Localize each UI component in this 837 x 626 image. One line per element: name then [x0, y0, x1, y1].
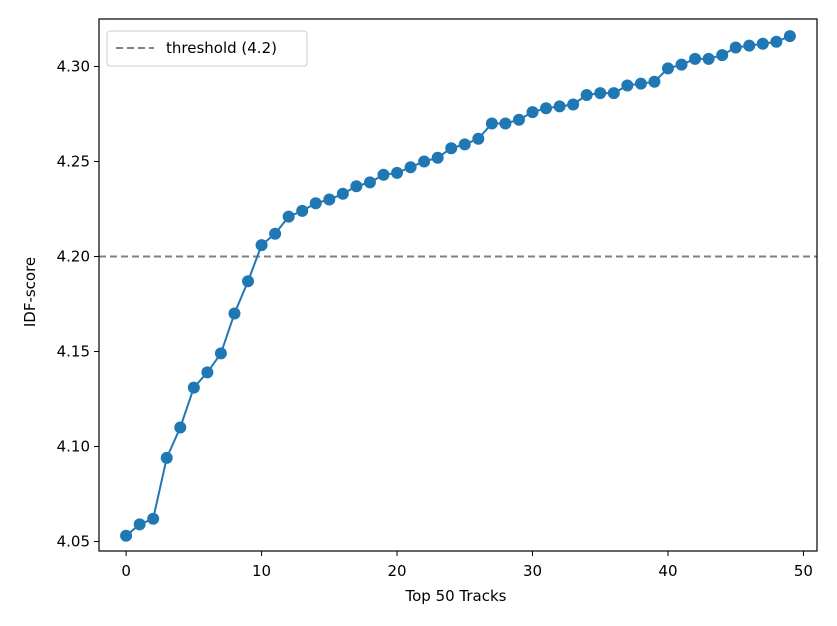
data-point	[702, 52, 715, 65]
x-tick-label: 30	[523, 562, 542, 580]
data-point	[661, 62, 674, 75]
data-point	[174, 421, 187, 434]
plot-area-frame	[98, 18, 818, 552]
data-point	[242, 275, 255, 288]
data-point	[214, 347, 227, 360]
y-axis-label: IDF-score	[21, 257, 39, 327]
data-point	[743, 39, 756, 52]
data-point	[634, 77, 647, 90]
data-point	[458, 138, 471, 151]
x-tick-label: 0	[121, 562, 131, 580]
data-point	[716, 49, 729, 62]
data-point	[269, 227, 282, 240]
data-point	[607, 87, 620, 100]
data-point	[377, 168, 390, 181]
data-point	[512, 113, 525, 126]
data-point	[675, 58, 688, 71]
y-tick-label: 4.25	[57, 153, 90, 171]
data-point	[296, 204, 309, 217]
data-point	[120, 529, 133, 542]
legend: threshold (4.2)	[106, 30, 308, 67]
data-point	[309, 197, 322, 210]
data-point	[553, 100, 566, 113]
data-point	[160, 451, 173, 464]
data-point	[147, 512, 160, 525]
data-point	[580, 89, 593, 101]
data-point	[729, 41, 742, 54]
data-point	[540, 102, 553, 115]
data-point	[418, 155, 431, 168]
data-point	[431, 151, 444, 164]
x-tick-label: 40	[658, 562, 677, 580]
data-point	[323, 193, 336, 206]
data-point	[567, 98, 580, 111]
data-point	[228, 307, 241, 320]
data-point	[648, 75, 661, 88]
y-axis: 4.05 4.10 4.15 4.20 4.25 4.30	[57, 58, 99, 551]
y-tick-label: 4.15	[57, 343, 90, 361]
series-layer	[120, 30, 796, 542]
series-line	[125, 35, 791, 537]
data-point	[187, 381, 200, 394]
data-point	[350, 180, 363, 193]
data-point	[336, 187, 349, 200]
data-point	[391, 166, 404, 179]
data-point	[689, 52, 702, 65]
data-point	[404, 161, 417, 174]
data-point	[756, 37, 769, 50]
data-point	[363, 176, 376, 189]
data-point	[472, 132, 485, 145]
data-point	[445, 142, 458, 155]
y-tick-label: 4.10	[57, 438, 90, 456]
data-point	[485, 117, 498, 130]
data-point	[770, 35, 783, 48]
data-point	[594, 87, 607, 100]
y-tick-label: 4.20	[57, 248, 90, 266]
legend-box	[106, 30, 308, 67]
data-point	[201, 366, 214, 379]
x-axis: 0 10 20 30 40 50	[121, 551, 813, 580]
data-point	[133, 518, 146, 531]
data-point	[255, 239, 268, 252]
data-point	[282, 210, 295, 223]
x-tick-label: 20	[387, 562, 406, 580]
data-point	[499, 117, 512, 130]
x-axis-label: Top 50 Tracks	[404, 587, 506, 605]
y-tick-label: 4.30	[57, 58, 90, 76]
y-tick-label: 4.05	[57, 533, 90, 551]
x-tick-label: 10	[252, 562, 271, 580]
data-point	[783, 30, 796, 43]
x-tick-label: 50	[794, 562, 813, 580]
legend-threshold-label: threshold (4.2)	[166, 39, 277, 57]
data-point	[526, 106, 539, 119]
data-point	[621, 79, 634, 92]
